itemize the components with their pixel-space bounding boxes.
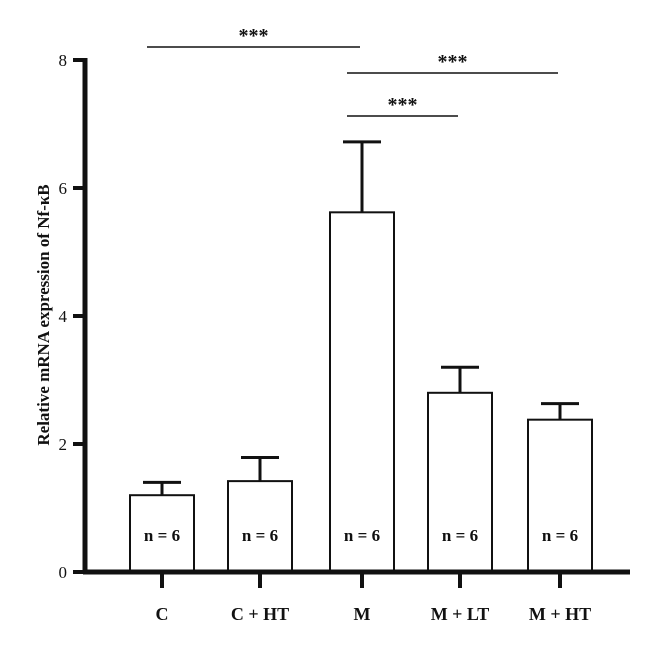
axes-layer: 0 2 4 6 8 C C + HT M M + LT M + HT [59, 51, 630, 624]
bar-label-3: n = 6 [344, 526, 380, 545]
bar-4 [427, 391, 493, 573]
x-tick-label-5: M + HT [529, 604, 591, 624]
bar-label-1: n = 6 [144, 526, 180, 545]
x-tick-label-4: M + LT [431, 604, 490, 624]
bars-layer: n = 6 n = 6 n = 6 n = 6 n = 6 [129, 140, 593, 574]
y-axis-title: Relative mRNA expression of Nf-κB [34, 184, 53, 445]
bar-3 [329, 211, 395, 573]
significance-layer: *** *** *** [147, 25, 558, 117]
bar-label-5: n = 6 [542, 526, 578, 545]
significance-label-2: *** [438, 51, 468, 73]
bar-label-4: n = 6 [442, 526, 478, 545]
x-tick-label-2: C + HT [231, 604, 289, 624]
x-tick-label-1: C [156, 604, 169, 624]
bar-1 [129, 494, 195, 574]
y-tick-label-2: 2 [59, 435, 68, 454]
x-tick-label-3: M [354, 604, 371, 624]
y-tick-label-0: 0 [59, 563, 68, 582]
significance-label-3: *** [388, 94, 418, 116]
y-tick-label-4: 4 [59, 307, 68, 326]
y-tick-label-8: 8 [59, 51, 68, 70]
bar-label-2: n = 6 [242, 526, 278, 545]
significance-label-1: *** [239, 25, 269, 47]
y-tick-label-6: 6 [59, 179, 68, 198]
bar-5 [527, 418, 593, 573]
